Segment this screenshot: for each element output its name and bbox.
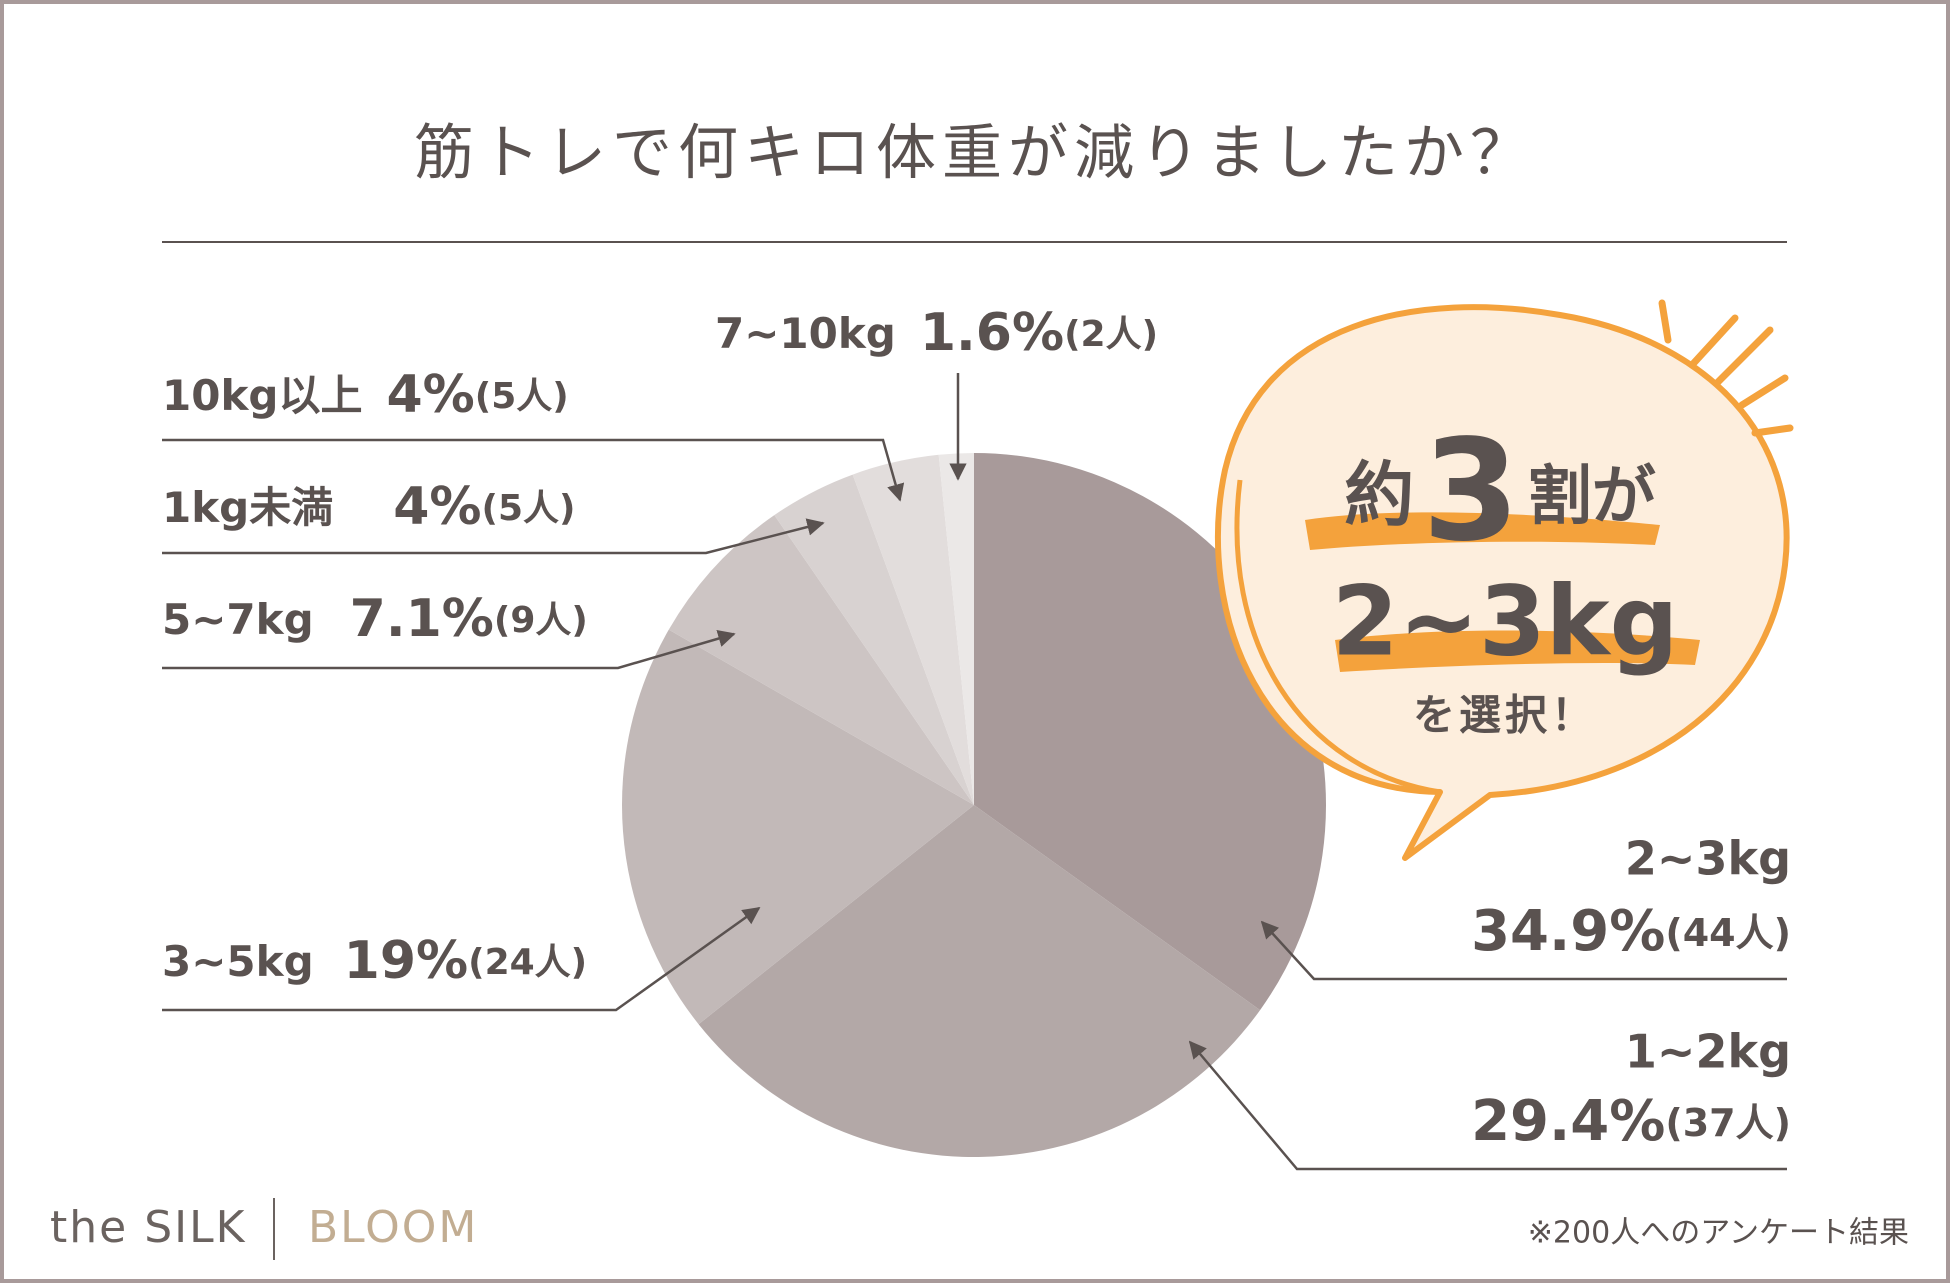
category-label: 3~5kg xyxy=(162,937,314,986)
note: ※200人へのアンケート結果 xyxy=(1528,1216,1909,1251)
count-label: (37人) xyxy=(1665,1101,1791,1145)
callout-number: 3 xyxy=(1422,410,1519,573)
label-row: 1kg未満 4%(5人) xyxy=(162,477,576,537)
value-label: 19% xyxy=(344,931,468,991)
label-row: 5~7kg 7.1%(9人) xyxy=(162,589,588,649)
leader-line xyxy=(162,438,905,502)
count-label: (9人) xyxy=(494,600,588,641)
leader-line xyxy=(162,518,825,555)
brush xyxy=(1335,630,1700,672)
callout-line-2: 2~3kg xyxy=(1332,565,1679,677)
callout-text: 約 xyxy=(1344,454,1414,536)
count-label: (5人) xyxy=(475,376,569,417)
value-label: 34.9% xyxy=(1471,899,1665,964)
count-label: (5人) xyxy=(482,488,576,529)
count-label: (24人) xyxy=(468,942,587,983)
category-label: 7~10kg xyxy=(715,309,896,358)
pie-slice xyxy=(852,454,974,805)
callout-text: 割が xyxy=(1528,460,1656,534)
value-label: 7.1% xyxy=(350,589,494,649)
brush xyxy=(1305,512,1660,550)
pie-slice xyxy=(698,805,1261,1158)
brand-left: the SILK xyxy=(50,1202,246,1253)
rays xyxy=(1658,299,1794,437)
callout-line-3: を選択！ xyxy=(1413,691,1597,740)
label-row: 7~10kg 1.6%(2人) xyxy=(715,303,1158,363)
pie-slice xyxy=(622,629,974,1025)
bubble xyxy=(1215,304,1790,861)
category-label: 1kg未満 xyxy=(162,483,333,532)
pie-slice xyxy=(938,453,974,805)
category-label: 2~3kg xyxy=(1625,832,1791,886)
callout: 約3 割が 2~3kg を選択！ xyxy=(1215,299,1794,861)
value-label: 29.4% xyxy=(1471,1089,1665,1154)
value-label: 1.6% xyxy=(920,303,1064,363)
chart-title: 筋トレで何キロ体重が減りましたか？ xyxy=(414,119,1536,189)
pie-slice xyxy=(668,515,974,805)
value-label: 4% xyxy=(393,477,481,537)
value-label: 4% xyxy=(386,365,474,425)
category-label: 1~2kg xyxy=(1625,1025,1791,1079)
leader-line xyxy=(1188,1040,1787,1171)
leader-line xyxy=(1260,920,1787,981)
callout-line-1: 約3 割が xyxy=(1344,410,1655,573)
bubble-inner-stroke xyxy=(1234,479,1441,795)
count-label: (44人) xyxy=(1665,911,1791,955)
category-label: 5~7kg xyxy=(162,595,314,644)
label-row: 3~5kg 19%(24人) xyxy=(162,931,587,991)
value-label-row: 34.9%(44人) xyxy=(1471,899,1791,964)
value-label-row: 29.4%(37人) xyxy=(1471,1089,1791,1154)
leader-line xyxy=(162,630,736,670)
leader-line xyxy=(162,906,761,1012)
pie-slice xyxy=(774,474,974,805)
label-row: 10kg以上 4%(5人) xyxy=(162,365,569,425)
count-label: (2人) xyxy=(1064,314,1158,355)
category-label: 10kg以上 xyxy=(162,371,362,420)
brand-right: BLOOM xyxy=(308,1202,478,1253)
